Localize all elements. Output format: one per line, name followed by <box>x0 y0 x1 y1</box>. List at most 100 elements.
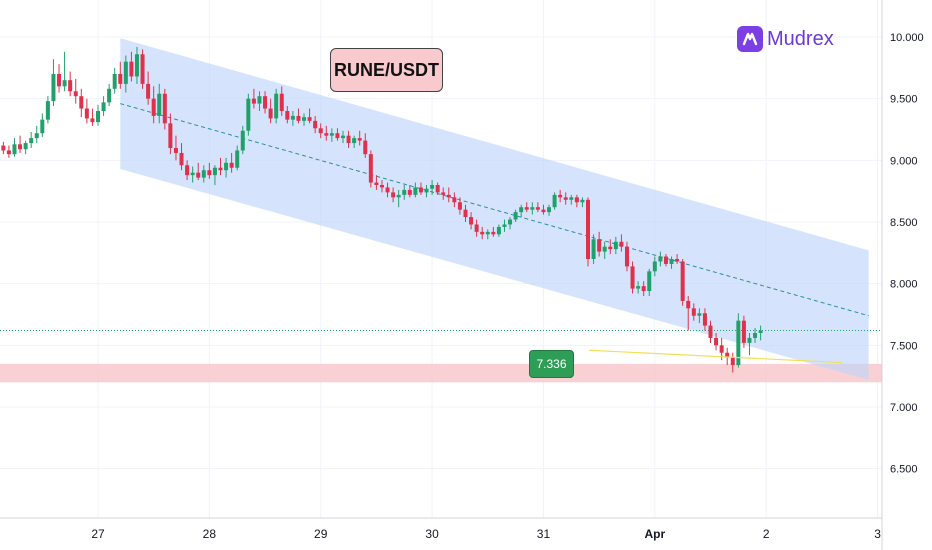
candle <box>619 234 624 252</box>
regression-channel <box>120 38 869 380</box>
candle-body <box>597 239 602 252</box>
candle <box>580 197 585 208</box>
candle-body <box>714 337 719 346</box>
candle-body <box>307 117 312 121</box>
candle-body <box>686 300 691 309</box>
candle-body <box>73 91 78 97</box>
candle <box>279 86 284 116</box>
candle-body <box>229 162 234 168</box>
candle <box>602 241 607 259</box>
candle <box>463 204 468 222</box>
candle <box>79 88 84 118</box>
candle-body <box>201 170 206 178</box>
pointer-line <box>589 349 842 364</box>
candle <box>491 226 496 237</box>
candle-body <box>140 54 145 84</box>
candle <box>669 256 674 269</box>
candle <box>257 91 262 111</box>
candle-body <box>112 74 117 89</box>
candle <box>1 141 6 155</box>
candle <box>396 189 401 208</box>
candle <box>196 162 201 181</box>
candle-body <box>368 154 373 183</box>
candle-body <box>519 207 524 213</box>
candle-body <box>491 231 496 235</box>
x-tick-label: 2 <box>763 527 770 541</box>
x-tick-label: 29 <box>314 527 328 541</box>
overlays-layer <box>589 349 842 364</box>
candles-layer <box>1 46 763 373</box>
candle-body <box>663 256 668 264</box>
candle <box>190 166 195 183</box>
candle-body <box>357 138 362 141</box>
candle-body <box>34 133 39 139</box>
candle <box>340 130 346 144</box>
candle <box>218 157 223 176</box>
candle-body <box>40 119 45 134</box>
candle-body <box>658 256 663 262</box>
price-axis[interactable]: 10.000 9.500 9.000 8.500 8.000 7.500 7.000 6.50… <box>890 32 924 476</box>
candle <box>296 108 301 124</box>
candle <box>352 135 357 148</box>
candle-body <box>441 192 446 195</box>
candle-body <box>146 83 151 99</box>
candle <box>474 219 479 237</box>
candle <box>558 189 563 203</box>
candle-body <box>524 207 529 210</box>
candle <box>496 224 501 237</box>
candle-body <box>246 98 251 131</box>
candle <box>40 113 45 137</box>
candle-body <box>563 197 568 200</box>
candle-body <box>697 313 702 316</box>
candle <box>173 135 178 161</box>
candle <box>84 98 89 124</box>
candle-body <box>29 138 34 144</box>
candle <box>424 185 429 198</box>
candle <box>90 108 95 126</box>
candle-body <box>190 172 195 176</box>
candle <box>636 281 641 294</box>
candle <box>418 182 423 195</box>
candle <box>513 209 518 222</box>
candle-body <box>396 194 401 198</box>
candle <box>168 113 173 155</box>
candle-body <box>652 261 657 272</box>
candle <box>134 46 139 84</box>
candle-body <box>591 239 596 259</box>
y-tick-label: 7.000 <box>890 402 918 414</box>
candle-body <box>274 93 279 119</box>
candle <box>329 128 334 142</box>
candle-body <box>485 231 490 235</box>
candle-body <box>630 266 635 289</box>
candle <box>730 352 735 373</box>
candle-body <box>430 185 435 189</box>
candle <box>641 281 646 296</box>
candle-body <box>418 187 423 193</box>
candle <box>647 268 652 296</box>
y-tick-label: 9.000 <box>890 155 918 167</box>
candle-body <box>508 219 513 225</box>
candle-body <box>719 345 724 353</box>
candle-body <box>435 185 440 193</box>
candle <box>274 88 279 124</box>
candle <box>385 182 390 198</box>
candle-body <box>669 259 674 264</box>
candle-body <box>391 192 396 198</box>
candle <box>324 125 329 141</box>
candle <box>530 202 535 215</box>
candle <box>457 197 462 215</box>
candle-body <box>218 167 223 171</box>
candle <box>402 185 407 200</box>
candle <box>368 150 373 188</box>
candle <box>179 143 184 171</box>
x-tick-label: 31 <box>537 527 551 541</box>
candle <box>18 135 23 153</box>
candle <box>535 202 540 213</box>
candle-body <box>457 202 462 210</box>
time-axis[interactable]: 27 28 29 30 31 Apr 2 3 <box>91 527 881 541</box>
candle-body <box>251 98 256 104</box>
candle <box>563 192 568 205</box>
candle <box>57 64 62 93</box>
